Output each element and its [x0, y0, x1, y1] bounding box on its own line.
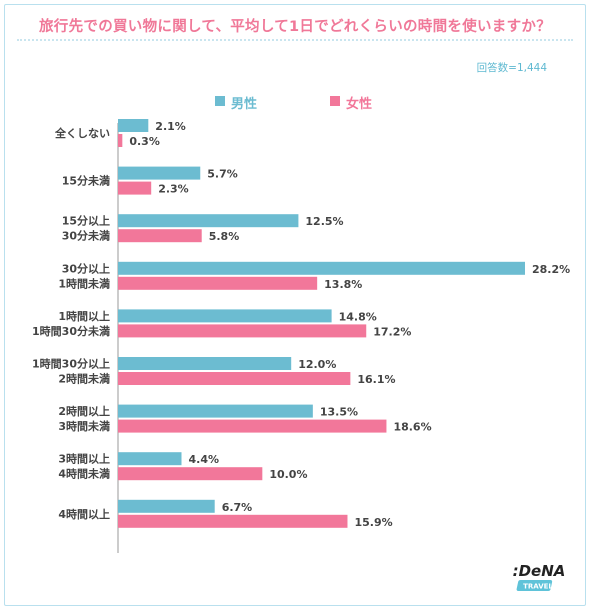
legend-male-swatch — [215, 96, 225, 106]
logo-banner — [516, 580, 553, 591]
bar-male — [118, 357, 292, 370]
respondent-count: 回答数=1,444 — [476, 62, 547, 74]
title-divider — [17, 39, 573, 41]
value-label-female: 5.8% — [209, 230, 240, 243]
category-label: 4時間以上 — [58, 507, 110, 521]
value-label-female: 17.2% — [373, 325, 411, 338]
category-label: 1時間30分以上 — [32, 357, 110, 371]
bar-female — [118, 324, 367, 338]
bar-female — [118, 134, 123, 147]
bar-female — [118, 372, 351, 385]
category-label: 1時間以上 — [58, 309, 110, 323]
category-label: 3時間以上 — [58, 452, 110, 466]
value-label-male: 13.5% — [320, 406, 358, 419]
value-label-female: 13.8% — [324, 278, 362, 291]
value-label-female: 16.1% — [357, 373, 395, 386]
bar-male — [118, 119, 149, 132]
bar-male — [118, 309, 332, 323]
bar-male — [118, 166, 201, 180]
category-label: 15分以上 — [62, 214, 110, 228]
bar-female — [118, 229, 202, 243]
category-label: 4時間未満 — [58, 467, 110, 481]
value-label-male: 12.0% — [298, 358, 336, 371]
bar-female — [118, 467, 263, 481]
category-label: 30分以上 — [62, 261, 110, 275]
legend-male-label: 男性 — [231, 97, 258, 112]
category-label: 15分未満 — [62, 174, 110, 188]
bar-female — [118, 181, 152, 195]
bar-male — [118, 214, 299, 228]
value-label-female: 10.0% — [269, 468, 307, 481]
bar-male — [118, 261, 525, 275]
value-label-female: 18.6% — [393, 421, 431, 434]
value-label-male: 4.4% — [189, 453, 220, 466]
bar-male — [118, 452, 182, 466]
category-label: 1時間未満 — [58, 276, 110, 290]
value-label-female: 0.3% — [129, 135, 160, 148]
value-label-female: 2.3% — [158, 183, 189, 196]
dena-travel-logo: :DeNA TRAVEL — [513, 562, 566, 591]
bar-male — [118, 404, 313, 418]
legend-female-swatch — [330, 96, 340, 106]
logo-subtext: TRAVEL — [523, 583, 553, 591]
category-label: 2時間以上 — [58, 404, 110, 418]
value-label-male: 2.1% — [155, 120, 186, 133]
value-label-male: 28.2% — [532, 263, 570, 276]
chart-frame: 旅行先での買い物に関して、平均して1日でどれくらいの時間を使いますか？ 回答数=… — [4, 4, 586, 606]
bar-male — [118, 499, 215, 513]
category-label: 3時間未満 — [58, 419, 110, 433]
logo-wordmark: :DeNA — [513, 562, 566, 580]
legend-female-label: 女性 — [346, 97, 373, 112]
bar-female — [118, 514, 348, 528]
category-label: 1時間30分未満 — [32, 324, 110, 338]
bar-female — [118, 276, 318, 290]
category-label: 30分未満 — [62, 229, 110, 243]
value-label-male: 5.7% — [207, 168, 238, 181]
value-label-male: 14.8% — [339, 310, 377, 323]
chart-title: 旅行先での買い物に関して、平均して1日でどれくらいの時間を使いますか？ — [39, 19, 551, 35]
category-label: 全くしない — [54, 126, 110, 140]
bar-female — [118, 419, 387, 433]
value-label-male: 12.5% — [305, 215, 343, 228]
value-label-female: 15.9% — [354, 516, 392, 529]
category-label: 2時間未満 — [58, 372, 110, 386]
value-label-male: 6.7% — [222, 501, 253, 514]
